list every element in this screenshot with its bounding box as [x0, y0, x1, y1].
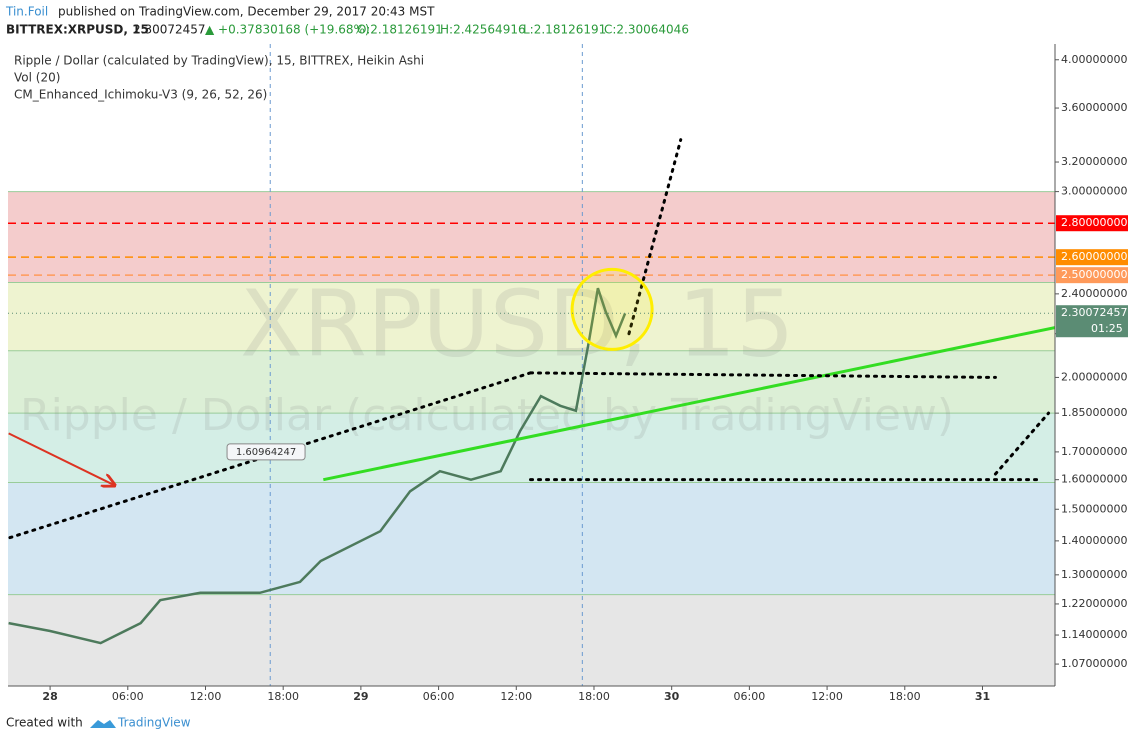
- x-tick-label: 18:00: [889, 690, 921, 703]
- trend-line: [8, 432, 115, 485]
- x-tick-label: 12:00: [500, 690, 532, 703]
- x-tick-label: 18:00: [267, 690, 299, 703]
- y-tick-label: 1.85000000: [1061, 406, 1127, 419]
- x-tick-label: 31: [975, 690, 990, 703]
- trend-line: [529, 371, 997, 379]
- zone: [8, 594, 1055, 686]
- x-tick-label: 18:00: [578, 690, 610, 703]
- x-tick-label: 12:00: [811, 690, 843, 703]
- price-label: 2.60000000: [1061, 250, 1127, 263]
- watermark: XRPUSD, 15: [240, 270, 795, 377]
- open: O:2.18126191: [357, 23, 443, 37]
- zone: [8, 282, 1055, 351]
- price-label-bg: [1056, 215, 1128, 232]
- footer-created: Created with: [6, 716, 83, 730]
- author[interactable]: Tin.Foil: [5, 5, 48, 19]
- y-tick-label: 3.60000000: [1061, 101, 1127, 114]
- plot-layer: XRPUSD, 15 Ripple / Dollar (calculated by…: [8, 44, 1055, 686]
- trend-line: [627, 138, 683, 336]
- y-tick-label: 1.40000000: [1061, 534, 1127, 547]
- x-tick-label: 28: [42, 690, 57, 703]
- highlight-circle: [570, 267, 654, 351]
- x-tick-label: 06:00: [112, 690, 144, 703]
- y-tick-label: 3.20000000: [1061, 155, 1127, 168]
- legend-entry: Ripple / Dollar (calculated by TradingVi…: [14, 54, 424, 68]
- watermark: Ripple / Dollar (calculated by TradingVi…: [20, 390, 954, 441]
- last-price: 2.30072457: [133, 23, 206, 37]
- footer-brand[interactable]: TradingView: [117, 716, 191, 730]
- high: H:2.42564916: [440, 23, 526, 37]
- brand-logo: [90, 720, 116, 728]
- y-tick-label: 1.50000000: [1061, 502, 1127, 515]
- change: ▲ +0.37830168 (+19.68%): [205, 23, 370, 37]
- x-tick-label: 06:00: [734, 690, 766, 703]
- y-tick-label: 1.07000000: [1061, 657, 1127, 670]
- low: L:2.18126191: [523, 23, 606, 37]
- x-tick-label: 29: [353, 690, 368, 703]
- legend-entry: CM_Enhanced_Ichimoku-V3 (9, 26, 52, 26): [14, 88, 267, 102]
- published: published on TradingView.com, December 2…: [58, 5, 435, 19]
- price-label-bg: [1056, 249, 1128, 266]
- legend-entry: Vol (20): [14, 71, 60, 85]
- zone: [8, 482, 1055, 595]
- y-tick-label: 2.40000000: [1061, 287, 1127, 300]
- callout-box: [226, 443, 306, 461]
- symbol: BITTREX:XRPUSD, 15: [6, 23, 149, 37]
- y-tick-label: 2.00000000: [1061, 370, 1127, 383]
- zone: [8, 413, 1055, 483]
- zone: [8, 350, 1055, 414]
- y-tick-label: 1.70000000: [1061, 445, 1127, 458]
- trend-line: [993, 411, 1051, 476]
- callout-text: 1.60964247: [236, 447, 296, 458]
- trend-line: [323, 326, 1055, 482]
- x-tick-label: 12:00: [190, 690, 222, 703]
- y-tick-label: 1.22000000: [1061, 597, 1127, 610]
- countdown: 01:25: [1091, 322, 1123, 335]
- close: C:2.30064046: [604, 23, 689, 37]
- y-tick-label: 3.00000000: [1061, 185, 1127, 198]
- current-price: 2.30072457: [1061, 306, 1127, 319]
- y-tick-label: 1.60000000: [1061, 473, 1127, 486]
- price-label: 2.80000000: [1061, 216, 1127, 229]
- price-label: 2.50000000: [1061, 268, 1127, 281]
- x-tick-label: 06:00: [423, 690, 455, 703]
- x-tick-label: 30: [664, 690, 680, 703]
- y-tick-label: 1.30000000: [1061, 568, 1127, 581]
- y-tick-label: 4.00000000: [1061, 53, 1127, 66]
- price-line-series: [8, 287, 627, 645]
- plot-area: XRPUSD, 15 Ripple / Dollar (calculated by…: [8, 44, 1055, 686]
- current-price-bg: [1056, 305, 1128, 338]
- y-tick-label: 1.14000000: [1061, 628, 1127, 641]
- zone: [8, 191, 1055, 283]
- price-label-bg: [1056, 267, 1128, 284]
